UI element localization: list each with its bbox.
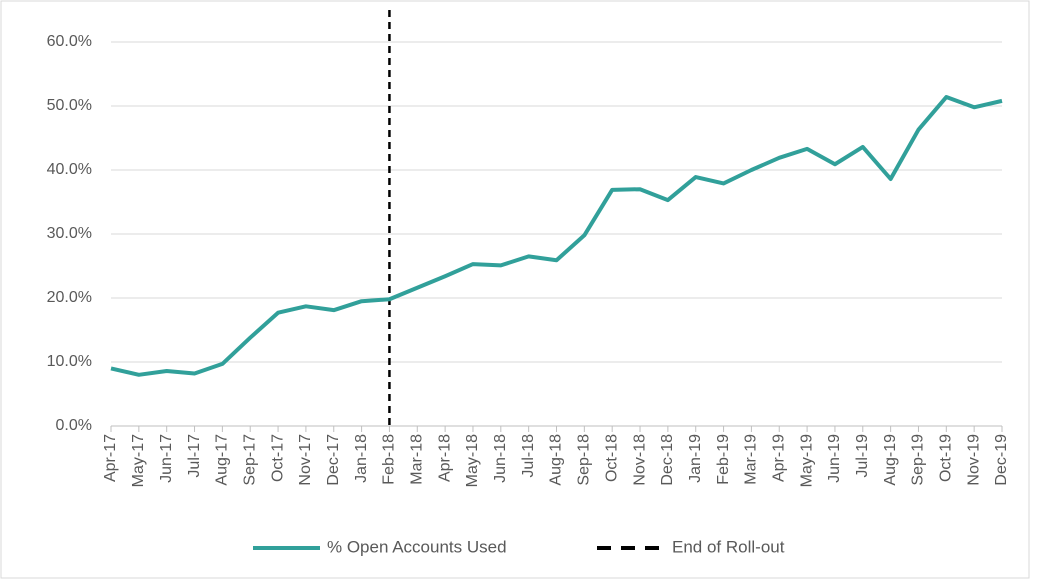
x-tick-label: Oct-18 bbox=[603, 434, 620, 482]
legend-label: % Open Accounts Used bbox=[327, 537, 507, 556]
x-tick-label: Sep-18 bbox=[576, 434, 593, 486]
y-tick-label: 60.0% bbox=[47, 33, 92, 50]
x-tick-label: Mar-18 bbox=[409, 434, 426, 485]
x-tick-label: Nov-18 bbox=[631, 434, 648, 486]
x-tick-label: Aug-19 bbox=[882, 434, 899, 486]
x-tick-label: Oct-17 bbox=[269, 434, 286, 482]
x-tick-label: Nov-19 bbox=[965, 434, 982, 486]
x-tick-label: Dec-19 bbox=[993, 434, 1010, 486]
x-tick-label: Aug-18 bbox=[548, 434, 565, 486]
y-tick-label: 50.0% bbox=[47, 97, 92, 114]
x-tick-label: Jun-17 bbox=[158, 434, 175, 483]
x-tick-label: Mar-19 bbox=[743, 434, 760, 485]
y-tick-label: 30.0% bbox=[47, 225, 92, 242]
x-tick-label: Dec-18 bbox=[659, 434, 676, 486]
x-tick-label: Apr-17 bbox=[102, 434, 119, 482]
x-tick-label: Apr-18 bbox=[436, 434, 453, 482]
legend-label: End of Roll-out bbox=[672, 537, 785, 556]
x-tick-label: Jul-18 bbox=[520, 434, 537, 478]
x-tick-label: Jun-19 bbox=[826, 434, 843, 483]
x-tick-label: Feb-18 bbox=[381, 434, 398, 485]
y-tick-label: 20.0% bbox=[47, 289, 92, 306]
x-tick-label: Jul-17 bbox=[186, 434, 203, 478]
x-tick-label: Dec-17 bbox=[325, 434, 342, 486]
x-tick-label: Sep-19 bbox=[910, 434, 927, 486]
x-tick-label: Jul-19 bbox=[854, 434, 871, 478]
x-tick-label: Nov-17 bbox=[297, 434, 314, 486]
y-tick-label: 10.0% bbox=[47, 353, 92, 370]
x-tick-label: Feb-19 bbox=[715, 434, 732, 485]
x-tick-label: Jan-18 bbox=[353, 434, 370, 483]
x-tick-label: May-17 bbox=[130, 434, 147, 487]
x-tick-label: May-18 bbox=[464, 434, 481, 487]
y-tick-label: 40.0% bbox=[47, 161, 92, 178]
x-tick-label: Apr-19 bbox=[770, 434, 787, 482]
x-tick-label: Jan-19 bbox=[687, 434, 704, 483]
series-line bbox=[110, 95, 1003, 377]
x-tick-label: Aug-17 bbox=[214, 434, 231, 486]
y-tick-label: 0.0% bbox=[56, 417, 92, 434]
x-tick-label: Jun-18 bbox=[492, 434, 509, 483]
x-tick-label: Sep-17 bbox=[241, 434, 258, 486]
x-tick-label: May-19 bbox=[798, 434, 815, 487]
x-tick-label: Oct-19 bbox=[938, 434, 955, 482]
